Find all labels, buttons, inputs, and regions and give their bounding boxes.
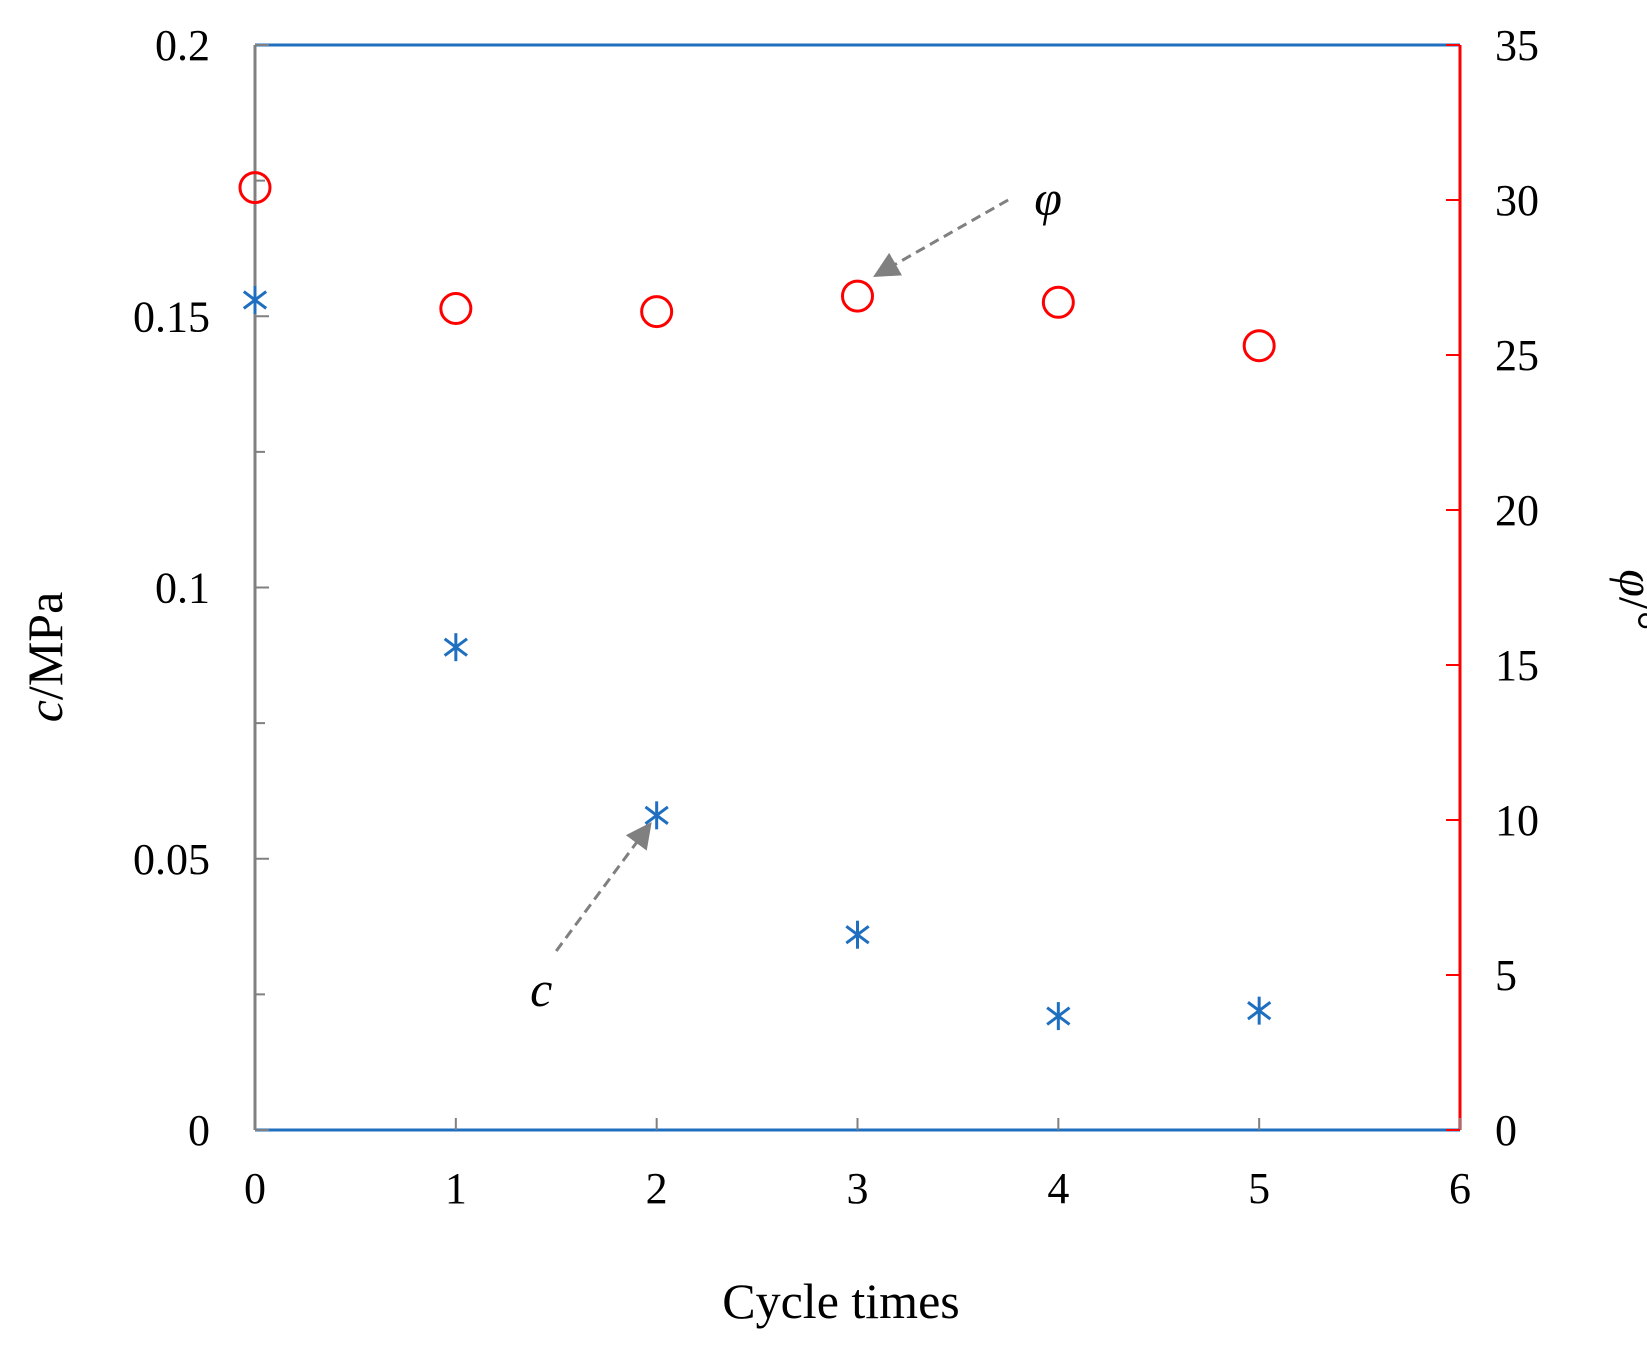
c-point-4	[1046, 1002, 1071, 1031]
c-point-3	[845, 920, 870, 949]
c-point-2	[644, 801, 669, 830]
c-point-5	[1247, 996, 1272, 1025]
y-right-axis-var: φ	[1609, 569, 1647, 597]
phi-point-5	[1242, 329, 1276, 363]
x-tick-label-0: 0	[244, 1164, 266, 1213]
x-tick-label-6: 6	[1449, 1164, 1471, 1213]
phi-point-3	[841, 279, 874, 313]
annotation-label-0: φ	[1034, 170, 1062, 226]
phi-point-4	[1041, 285, 1075, 319]
y-right-tick-label-1: 5	[1495, 951, 1517, 1000]
c-point-0	[242, 285, 268, 314]
y-right-axis-unit: /°	[1609, 597, 1647, 631]
y-right-tick-label-2: 10	[1495, 796, 1539, 845]
y-left-tick-label-2: 0.1	[155, 564, 210, 613]
y-right-tick-label-4: 20	[1495, 486, 1539, 535]
plot-frame	[253, 43, 1462, 1132]
y-left-axis-unit: /MPa	[17, 592, 73, 700]
y-left-axis-title: c/MPa	[17, 592, 73, 723]
x-tick-label-4: 4	[1047, 1164, 1069, 1213]
phi-point-1	[439, 292, 473, 325]
x-tick-label-2: 2	[646, 1164, 668, 1213]
x-tick-label-1: 1	[445, 1164, 467, 1213]
annotation-label-1: c	[530, 961, 552, 1017]
x-tick-label-5: 5	[1248, 1164, 1270, 1213]
y-right-tick-label-0: 0	[1495, 1106, 1517, 1155]
y-left-axis-var: c	[17, 700, 73, 722]
y-left-tick-label-3: 0.15	[133, 292, 210, 341]
y-right-tick-label-7: 35	[1495, 21, 1539, 70]
c-point-1	[443, 633, 468, 662]
annotation-arrow-1	[555, 822, 652, 952]
y-right-tick-label-6: 30	[1495, 176, 1539, 225]
y-right-tick-label-5: 25	[1495, 331, 1539, 380]
annotation-arrow-0	[873, 198, 1009, 277]
y-right-tick-label-3: 15	[1495, 641, 1539, 690]
y-left-tick-label-4: 0.2	[155, 21, 210, 70]
tick-marks	[254, 44, 1461, 1131]
x-tick-label-3: 3	[847, 1164, 869, 1213]
x-axis-title: Cycle times	[722, 1273, 959, 1329]
y-right-axis-title: φ/°	[1609, 569, 1647, 631]
annotations: φc	[530, 170, 1062, 1017]
data-marks	[238, 171, 1276, 1031]
phi-point-2	[640, 295, 674, 329]
y-left-tick-label-0: 0	[188, 1106, 210, 1155]
phi-point-0	[238, 171, 272, 205]
y-left-tick-label-1: 0.05	[133, 835, 210, 884]
